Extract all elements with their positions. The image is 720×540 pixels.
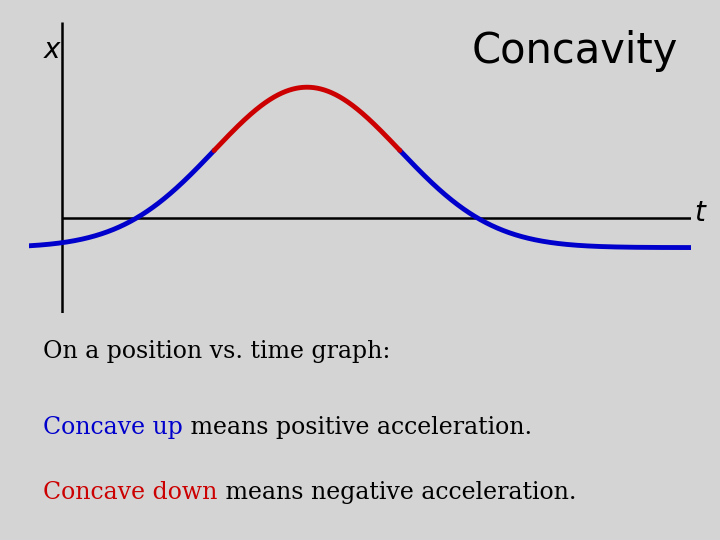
Text: Concave up: Concave up bbox=[43, 416, 183, 439]
Text: x: x bbox=[44, 36, 60, 64]
Text: Concave down: Concave down bbox=[43, 481, 217, 504]
Text: On a position vs. time graph:: On a position vs. time graph: bbox=[43, 340, 390, 363]
Text: means negative acceleration.: means negative acceleration. bbox=[217, 481, 576, 504]
Text: Concavity: Concavity bbox=[472, 30, 678, 72]
Text: means positive acceleration.: means positive acceleration. bbox=[183, 416, 532, 439]
Text: t: t bbox=[695, 199, 706, 227]
